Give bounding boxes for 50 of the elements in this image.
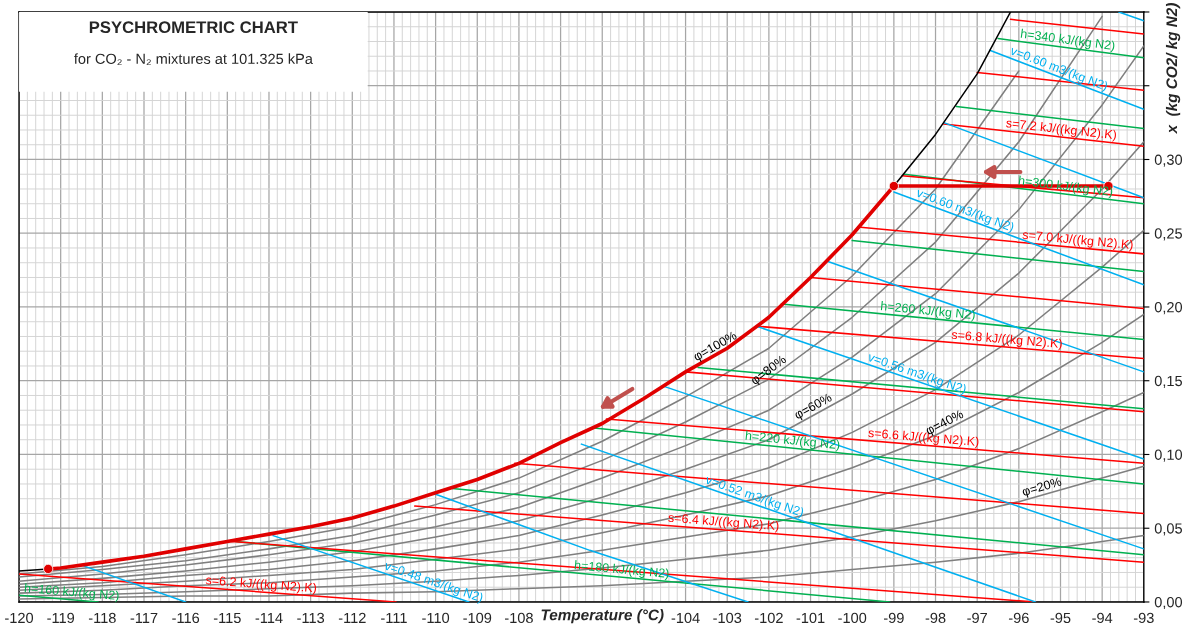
x-tick-label: -104: [671, 612, 700, 624]
annotation: s=6.8 kJ/((kg N2).K): [951, 329, 1063, 351]
annotation: s=7.2 kJ/((kg N2).K): [1005, 118, 1117, 142]
annotation: s=6.2 kJ/((kg N2).K): [205, 575, 317, 595]
x-tick-label: -116: [172, 612, 200, 624]
x-axis-title: Temperature (°C): [541, 609, 664, 624]
y-tick-label: 0,05: [1154, 523, 1183, 536]
x-tick-label: -101: [796, 612, 825, 624]
x-tick-label: -113: [297, 612, 325, 624]
annotation: v=0.56 m3/(kg N2): [866, 351, 967, 397]
x-tick-label: -98: [925, 612, 946, 624]
chart-title: PSYCHROMETRIC CHART: [89, 21, 298, 34]
annotation: h=300 kJ/(kg N2): [1018, 175, 1113, 199]
annotation: h=160 kJ/(kg N2): [24, 583, 119, 603]
x-tick-label: -112: [338, 612, 366, 623]
x-tick-label: -111: [381, 612, 407, 623]
x-tick-label: -100: [838, 612, 867, 624]
x-tick-label: -102: [754, 612, 783, 624]
x-tick-label: -103: [713, 612, 742, 624]
x-tick-label: -96: [1008, 612, 1029, 624]
annotation: v=0.60 m3/(kg N2): [914, 187, 1015, 235]
annotation: s=7.0 kJ/((kg N2).K): [1022, 229, 1134, 252]
annotation: h=180 kJ/(kg N2): [574, 560, 669, 581]
x-tick-label: -108: [504, 612, 533, 624]
x-tick-label: -114: [255, 612, 283, 623]
y-tick-label: 0,00: [1154, 597, 1183, 610]
x-tick-label: -97: [967, 612, 987, 624]
x-tick-label: -119: [47, 612, 75, 624]
y-axis-title: x (kg CO2/ kg N2): [1165, 3, 1181, 135]
annotation: v=0.48 m3/(kg N2): [383, 560, 484, 605]
text: for CO₂ - N₂ mixtures at 101.325 kPa: [74, 53, 313, 66]
y-tick-label: 0,10: [1154, 449, 1183, 462]
annotation: h=260 kJ/(kg N2): [880, 301, 976, 322]
y-tick-label: 0,25: [1154, 228, 1183, 241]
x-tick-label: -93: [1133, 612, 1154, 624]
x-tick-label: -120: [5, 612, 34, 624]
y-tick-label: 0,20: [1154, 302, 1183, 315]
annotation: φ=20%: [1021, 476, 1063, 499]
x-tick-label: -110: [422, 612, 450, 624]
y-tick-label: 0,30: [1154, 154, 1183, 167]
x-tick-label: -115: [213, 612, 241, 624]
x-tick-label: -117: [130, 612, 158, 623]
y-tick-label: 0,15: [1154, 375, 1183, 388]
x-tick-label: -109: [463, 612, 492, 624]
annotation: s=6.4 kJ/((kg N2).K): [667, 512, 779, 533]
x-tick-label: -94: [1092, 612, 1113, 624]
annotation: h=220 kJ/(kg N2): [745, 430, 840, 452]
x-tick-label: -118: [88, 612, 116, 624]
x-tick-label: -95: [1050, 612, 1071, 624]
x-tick-label: -99: [883, 612, 904, 624]
